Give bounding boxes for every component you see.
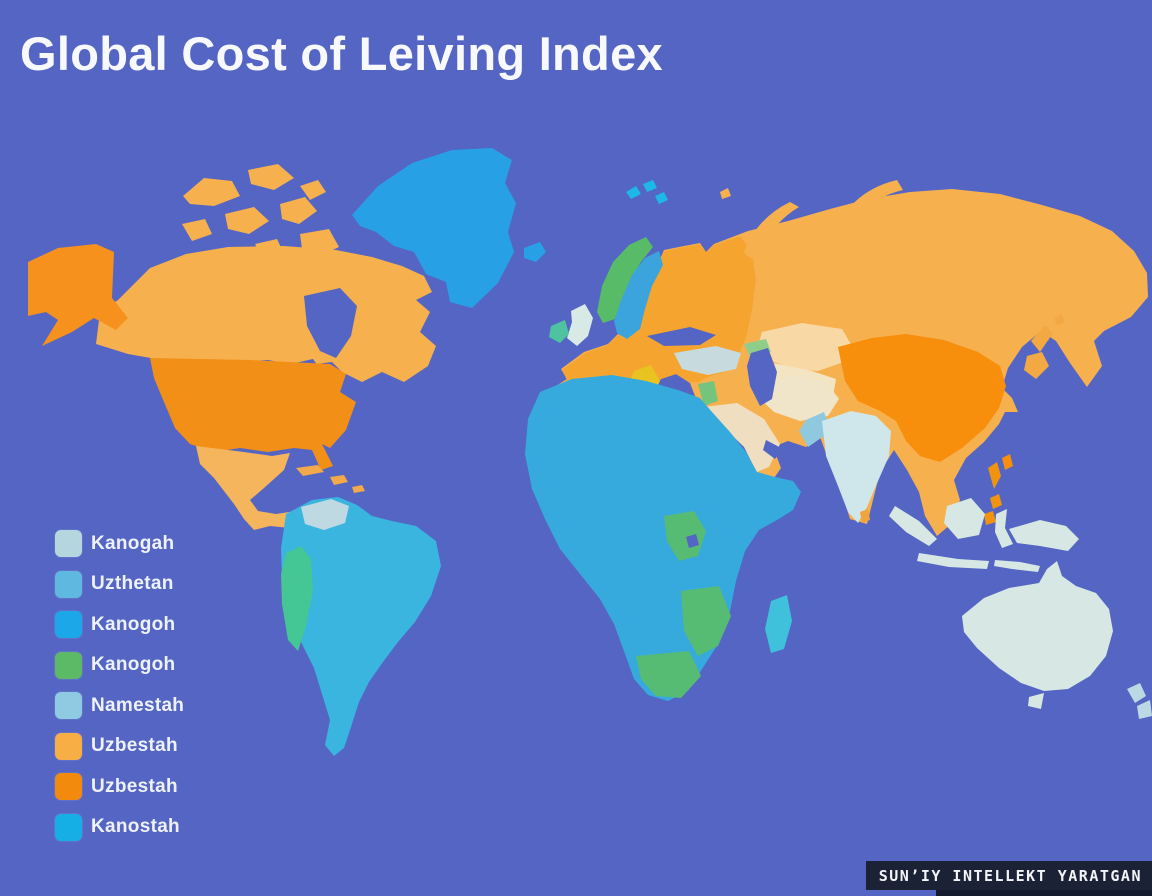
legend-item-label: Uzthetan [91,573,174,594]
region-arctic-island-1 [183,178,240,206]
region-sri-lanka [860,509,870,523]
legend-item-label: Kanogoh [91,654,176,675]
sea-caspian [747,348,777,406]
region-india [822,411,891,523]
legend-item: Kanogoh [55,651,184,679]
region-arctic-island-8 [300,180,326,200]
legend-item: Kanogoh [55,611,184,638]
legend: Kanogah Uzthetan Kanogoh Kanogoh Namestah Uzb… [55,530,184,841]
legend-item-label: Kanogoh [91,613,176,635]
legend-item-label: Namestah [91,694,185,716]
region-japan-3 [1024,352,1049,379]
watermark-shadow [936,890,1152,896]
sea-persian-gulf [763,440,783,459]
region-south-america [281,497,441,756]
legend-swatch [55,611,82,638]
region-new-zealand-2 [1137,700,1152,719]
region-franz-josef [720,188,731,199]
region-canada [96,246,436,382]
region-caribbean-3 [352,485,365,493]
region-caribbean-2 [330,475,348,485]
legend-item-label: Uzbestah [91,775,178,797]
legend-item: Uzthetan [55,570,184,598]
legend-item-label: Kanogah [91,532,175,554]
region-arctic-island-2 [248,164,294,190]
region-japan-2 [1031,325,1053,352]
legend-item: Uzbestah [55,732,184,760]
region-ireland [549,320,569,343]
sea-black-sea [647,327,716,346]
region-new-zealand-1 [1127,683,1146,703]
region-arctic-island-4 [280,197,317,224]
legend-item-label: Kanostah [91,816,180,837]
region-sumatra [889,506,937,546]
region-australia [962,561,1113,691]
region-turkey [674,346,741,375]
region-philippines-1 [988,462,1001,489]
region-borneo [944,498,985,539]
region-greenland-isle [524,242,546,262]
region-kazakhstan [757,323,852,371]
legend-swatch [55,773,82,800]
region-japan-1 [1054,314,1065,326]
region-norway [597,237,653,323]
region-svalbard-1 [626,186,641,199]
region-andes [281,546,313,651]
legend-swatch [55,570,82,598]
region-new-guinea [1009,520,1079,551]
region-svalbard-3 [655,192,668,204]
legend-swatch [55,530,82,557]
region-iran [757,375,839,421]
legend-swatch [55,732,82,760]
legend-item-label: Uzbestah [91,735,178,756]
legend-swatch [55,692,82,719]
region-philippines-3 [984,511,996,525]
region-greenland [352,148,516,308]
legend-item: Kanostah [55,813,184,841]
region-novaya-zemlya [744,202,799,259]
region-philippines-2 [990,494,1002,509]
region-alaska [28,244,128,346]
region-sweden [614,251,663,339]
watermark-text: SUN’IY INTELLEKT YARATGAN [878,866,1142,885]
lake-victoria [686,534,699,548]
legend-item: Uzbestah [55,773,184,800]
region-south-africa [636,651,701,698]
region-caribbean-1 [296,465,324,476]
region-east-africa [664,511,706,561]
page-title: Global Cost of Leiving Index [20,27,663,80]
region-venezuela [301,499,349,530]
region-levant [698,381,718,406]
region-uk [567,304,593,346]
legend-item: Kanogah [55,530,184,557]
region-madagascar [765,595,792,653]
region-mexico [196,446,305,530]
region-severnaya-zemlya [851,180,903,212]
region-china [838,334,1006,462]
region-southeast-africa [681,586,731,656]
region-lesser-sunda [994,560,1040,572]
region-tasmania [1028,693,1044,709]
legend-item: Namestah [55,692,184,719]
region-taiwan [1002,454,1013,470]
legend-swatch [55,813,82,841]
region-arctic-island-3 [225,207,269,234]
region-usa [150,358,356,470]
region-arctic-island-5 [182,219,212,241]
watermark: SUN’IY INTELLEKT YARATGAN [865,861,1152,890]
region-java [917,553,989,569]
region-sulawesi [995,509,1013,548]
legend-swatch [55,651,82,679]
sea-hudson-bay [304,288,357,358]
region-africa [525,375,801,701]
region-svalbard-2 [643,180,657,192]
